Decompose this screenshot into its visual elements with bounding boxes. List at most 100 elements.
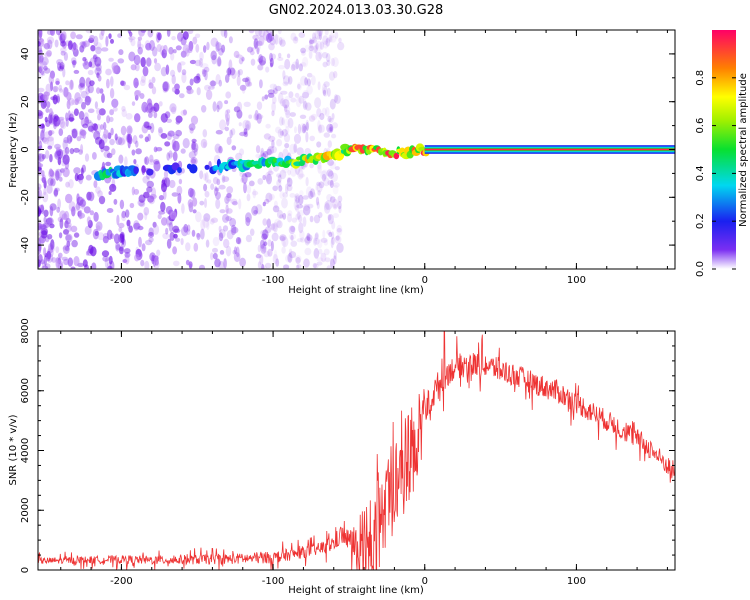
heatmap-cloud-point	[314, 44, 318, 54]
heatmap-cloud-point	[245, 130, 249, 138]
heatmap-cloud-point	[332, 198, 339, 210]
heatmap-cloud-point	[215, 129, 223, 135]
heatmap-x-label: Height of straight line (km)	[288, 285, 424, 296]
heatmap-cloud-point	[219, 209, 226, 214]
heatmap-cloud-point	[106, 78, 110, 89]
heatmap-cloud-point	[253, 39, 257, 50]
heatmap-cloud-point	[150, 122, 155, 134]
heatmap-cloud-point	[164, 141, 171, 147]
heatmap-cloud-point	[304, 44, 311, 52]
heatmap-cloud-point	[312, 39, 318, 45]
heatmap-cloud-point	[308, 45, 315, 52]
heatmap-cloud-point	[65, 117, 69, 127]
heatmap-cloud-point	[186, 228, 191, 235]
heatmap-cloud-point	[52, 85, 59, 93]
heatmap-cloud-point	[97, 75, 102, 82]
heatmap-cloud-point	[198, 57, 204, 68]
heatmap-cloud-point	[285, 183, 289, 194]
heatmap-cloud-point	[129, 36, 133, 43]
heatmap-cloud-point	[236, 109, 243, 119]
heatmap-tone-band-core	[424, 148, 675, 151]
heatmap-cloud-point	[302, 216, 307, 228]
heatmap-cloud-point	[252, 188, 257, 199]
heatmap-y-tick-label: 40	[20, 48, 31, 61]
heatmap-cloud-point	[282, 192, 289, 198]
heatmap-cloud-point	[153, 102, 160, 113]
heatmap-cloud-point	[222, 176, 230, 183]
heatmap-cloud-point	[298, 173, 305, 178]
heatmap-cloud-point	[148, 82, 154, 89]
heatmap-cloud-point	[126, 125, 133, 135]
heatmap-cloud-point	[83, 206, 91, 214]
heatmap-cloud-point	[53, 86, 57, 93]
heatmap-cloud-point	[134, 113, 141, 123]
heatmap-cloud-point	[95, 46, 102, 55]
heatmap-cloud-point	[203, 66, 210, 73]
heatmap-cloud-point	[192, 36, 198, 45]
heatmap-cloud-point	[249, 228, 255, 236]
heatmap-cloud-point	[162, 81, 169, 92]
heatmap-cloud-point	[305, 102, 312, 111]
heatmap-cloud-point	[69, 148, 75, 155]
heatmap-cloud-point	[112, 65, 118, 74]
heatmap-cloud-point	[104, 257, 108, 269]
heatmap-cloud-point	[118, 222, 125, 229]
heatmap-cloud-point	[191, 229, 196, 237]
heatmap-cloud-point	[303, 203, 310, 211]
heatmap-cloud-point	[239, 84, 247, 91]
heatmap-cloud-point	[306, 78, 311, 87]
heatmap-cloud-point	[295, 197, 300, 205]
heatmap-cloud-point	[73, 256, 80, 267]
heatmap-cloud-point	[121, 210, 126, 219]
heatmap-cloud-point	[108, 57, 114, 62]
heatmap-cloud-point	[312, 32, 316, 41]
heatmap-cloud-point	[82, 129, 87, 140]
heatmap-cloud-point	[299, 230, 305, 240]
heatmap-cloud-point	[62, 139, 68, 150]
heatmap-cloud-point	[116, 214, 120, 226]
heatmap-cloud-point	[46, 136, 55, 148]
heatmap-cloud-point	[43, 255, 48, 266]
heatmap-cloud-point	[308, 190, 314, 200]
heatmap-cloud-point	[40, 230, 48, 239]
heatmap-cloud-point	[237, 69, 241, 78]
heatmap-cloud-point	[313, 214, 321, 224]
heatmap-cloud-point	[238, 69, 243, 76]
heatmap-y-ticks: -40 -20 0 20 40	[20, 29, 675, 270]
heatmap-cloud-point	[205, 239, 210, 248]
heatmap-cloud-point	[47, 145, 53, 150]
heatmap-cloud-point	[256, 101, 263, 110]
heatmap-cloud-point	[309, 215, 314, 223]
heatmap-cloud-point	[187, 30, 194, 34]
heatmap-ridge-point	[393, 152, 400, 160]
heatmap-cloud-point	[327, 159, 334, 166]
heatmap-cloud-point	[103, 145, 110, 152]
heatmap-cloud-point	[258, 54, 263, 64]
heatmap-cloud-point	[284, 104, 291, 116]
heatmap-cloud-point	[166, 30, 171, 37]
heatmap-cloud-point	[131, 149, 136, 156]
heatmap-cloud-point	[323, 177, 330, 187]
heatmap-cloud-point	[172, 133, 180, 140]
heatmap-cloud-point	[196, 87, 201, 96]
heatmap-cloud-point	[174, 83, 180, 91]
heatmap-cloud-point	[61, 31, 67, 40]
heatmap-cloud-point	[245, 76, 250, 87]
heatmap-cloud-point	[49, 154, 53, 163]
heatmap-cloud-point	[82, 40, 90, 48]
heatmap-cloud-point	[40, 204, 45, 215]
heatmap-cloud-point	[297, 209, 305, 216]
heatmap-cloud-point	[238, 122, 242, 127]
heatmap-cloud-point	[228, 59, 233, 70]
heatmap-cloud-point	[48, 130, 53, 137]
heatmap-cloud-point	[81, 101, 86, 110]
heatmap-cloud-point	[251, 47, 255, 52]
heatmap-cloud-point	[82, 57, 87, 62]
heatmap-cloud-point	[326, 123, 334, 133]
heatmap-cloud-point	[244, 120, 252, 131]
heatmap-cloud-point	[57, 61, 62, 71]
heatmap-cloud-point	[81, 164, 87, 173]
heatmap-cloud-point	[293, 199, 299, 211]
heatmap-cloud-point	[317, 120, 321, 131]
heatmap-cloud-point	[92, 152, 97, 160]
